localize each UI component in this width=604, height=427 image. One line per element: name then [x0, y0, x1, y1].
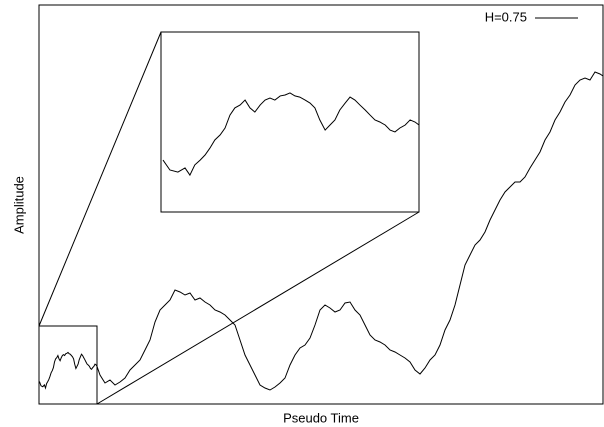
zoom-connector [96, 211, 420, 405]
plot-frame [38, 4, 604, 405]
legend-label: H=0.75 [485, 9, 527, 24]
inset-frame [160, 31, 420, 213]
zoom-connector [38, 31, 162, 327]
x-axis-label: Pseudo Time [283, 410, 359, 425]
line-series [38, 71, 604, 391]
zoom-box [38, 325, 98, 405]
y-axis-label: Amplitude [11, 176, 26, 234]
inset-line-series [162, 92, 419, 177]
